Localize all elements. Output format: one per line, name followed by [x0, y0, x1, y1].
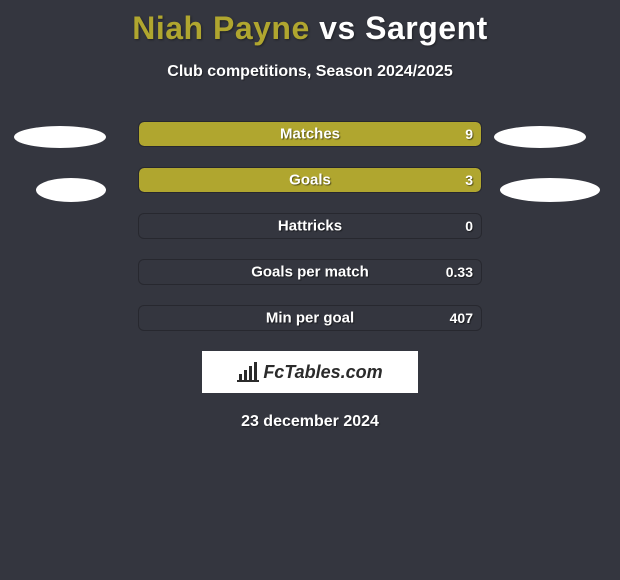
stat-bar-row: Goals per match 0.33: [0, 259, 620, 287]
stat-bar-label: Goals: [289, 172, 331, 189]
stat-bar: Goals per match 0.33: [138, 259, 482, 285]
stat-bar-value: 9: [465, 126, 473, 142]
date-text: 23 december 2024: [0, 413, 620, 431]
title-connector: vs: [319, 10, 356, 46]
stat-bar-value: 0.33: [446, 264, 473, 280]
bar-chart-icon: [237, 362, 259, 382]
stat-bar-row: Hattricks 0: [0, 213, 620, 241]
title-player-a: Niah Payne: [132, 10, 310, 46]
page-title: Niah Payne vs Sargent: [0, 0, 620, 47]
subtitle: Club competitions, Season 2024/2025: [0, 63, 620, 81]
stat-bar-value: 407: [450, 310, 473, 326]
player-photo-placeholder: [494, 126, 586, 148]
stat-bar-row: Min per goal 407: [0, 305, 620, 333]
stat-bar-label: Matches: [280, 126, 340, 143]
player-photo-placeholder: [14, 126, 106, 148]
stat-bar-value: 0: [465, 218, 473, 234]
stat-bar-label: Hattricks: [278, 218, 342, 235]
player-photo-placeholder: [36, 178, 106, 202]
watermark: FcTables.com: [202, 351, 418, 393]
stat-bar: Min per goal 407: [138, 305, 482, 331]
stat-bar: Hattricks 0: [138, 213, 482, 239]
stat-bar-value: 3: [465, 172, 473, 188]
stat-bar: Goals 3: [138, 167, 482, 193]
title-player-b: Sargent: [365, 10, 488, 46]
player-photo-placeholder: [500, 178, 600, 202]
watermark-text: FcTables.com: [263, 362, 382, 383]
stat-bar-label: Goals per match: [251, 264, 369, 281]
stat-bars-area: Matches 9 Goals 3 Hattricks 0 Goals per match 0…: [0, 121, 620, 333]
stat-bar: Matches 9: [138, 121, 482, 147]
stat-bar-label: Min per goal: [266, 310, 354, 327]
